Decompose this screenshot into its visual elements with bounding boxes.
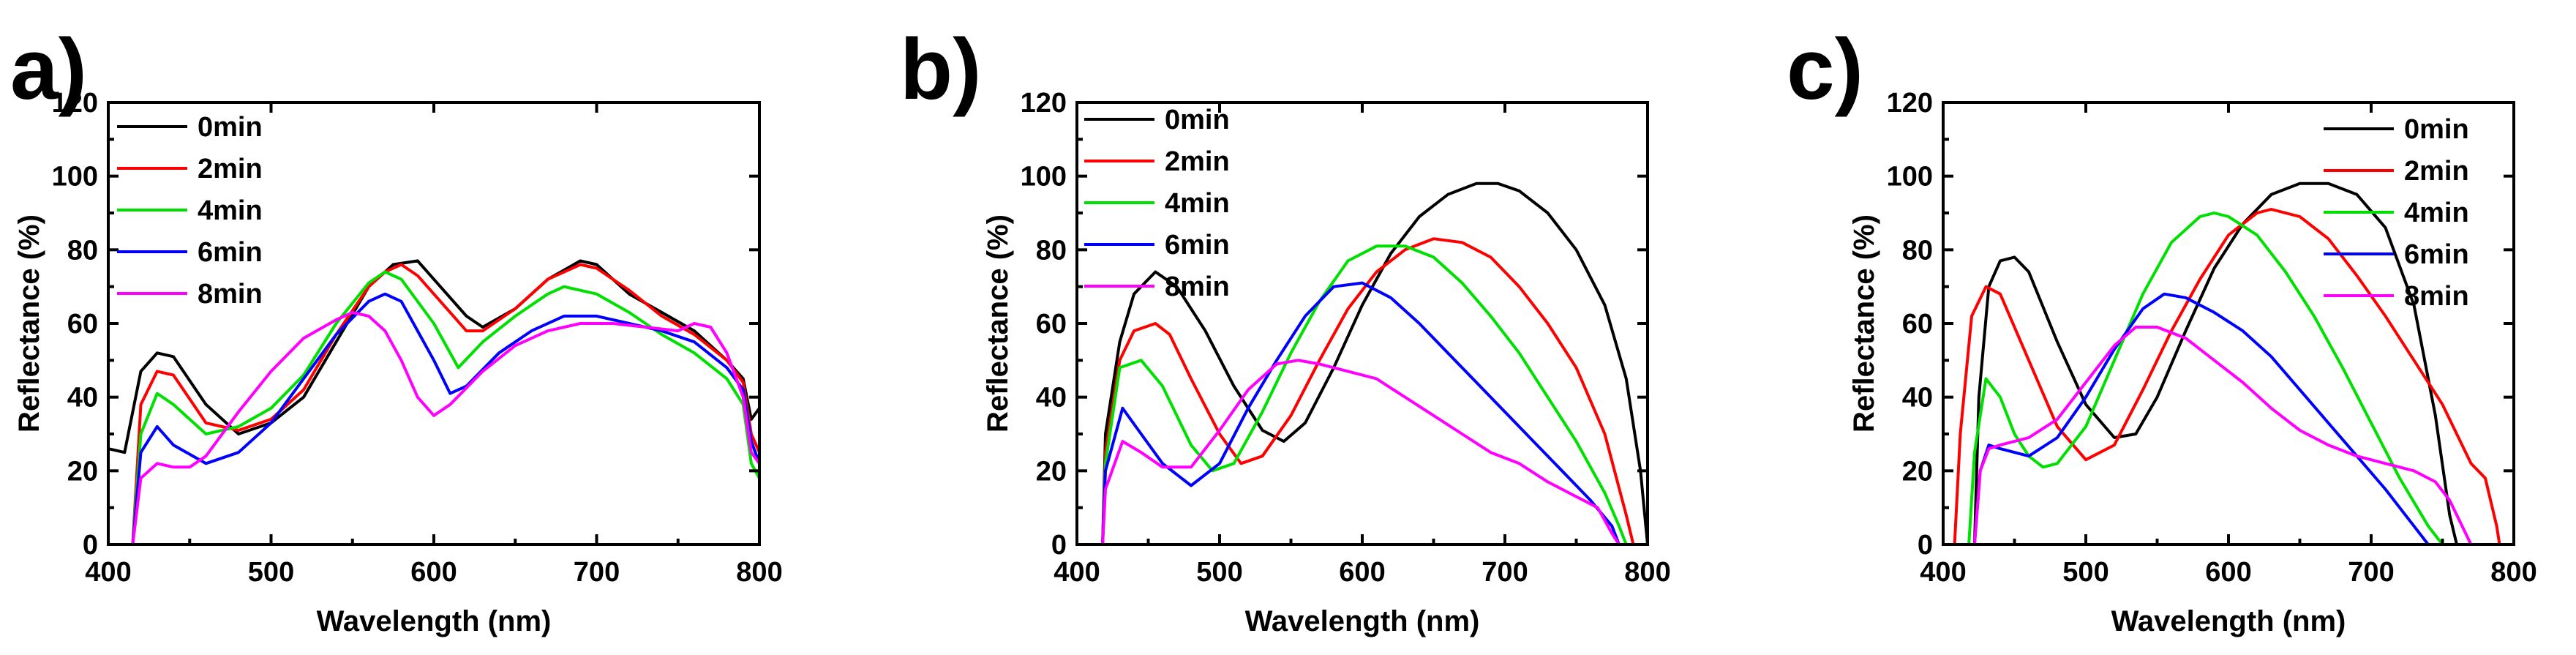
y-tick-label-80: 80 [67,235,98,266]
x-axis-title: Wavelength (nm) [1245,605,1480,637]
x-tick-label-800: 800 [1624,557,1670,588]
y-tick-label-80: 80 [1036,235,1067,266]
series-line-4min [131,270,759,544]
y-tick-label-20: 20 [1902,456,1933,487]
y-axis-title: Reflectance (%) [982,214,1014,433]
panel-label: c) [1787,21,1863,118]
y-tick-label-100: 100 [1021,162,1067,192]
x-tick-label-400: 400 [1920,557,1966,588]
panel-c: c) 400 500 600 700 800 0 20 40 60 80 100 120 Waveleng… [1787,21,2537,637]
legend-label-8min: 8min [2404,281,2469,312]
x-tick-label-400: 400 [85,557,131,588]
legend: 0min 2min 4min 6min 8min [117,112,263,310]
y-tick-label-60: 60 [1036,309,1067,340]
y-tick-label-0: 0 [1918,530,1933,561]
legend-label-6min: 6min [198,237,263,268]
legend-label-2min: 2min [2404,156,2469,187]
y-tick-label-120: 120 [1887,88,1933,119]
x-tick-label-500: 500 [1196,557,1242,588]
x-tick-label-700: 700 [2348,557,2394,588]
legend-label-0min: 0min [198,112,263,143]
y-tick-label-40: 40 [67,383,98,413]
y-tick-label-40: 40 [1036,383,1067,413]
y-tick-label-0: 0 [1051,530,1067,561]
series-group [1953,181,2501,544]
x-tick-label-700: 700 [1482,557,1528,588]
y-tick-label-60: 60 [1902,309,1933,340]
y-tick-label-100: 100 [52,162,98,192]
x-tick-label-600: 600 [410,557,457,588]
series-line-0min [108,259,759,454]
series-group [108,259,759,544]
legend-label-2min: 2min [1165,146,1230,177]
series-line-6min [1101,281,1621,544]
y-tick-label-20: 20 [67,456,98,487]
y-axis-title: Reflectance (%) [13,214,45,433]
x-tick-label-500: 500 [2062,557,2109,588]
series-line-2min [1101,237,1635,544]
x-tick-label-500: 500 [248,557,294,588]
series-line-0min [1972,181,2458,544]
x-tick-label-800: 800 [2490,557,2536,588]
series-line-6min [1972,292,2430,544]
series-line-4min [1967,212,2444,544]
legend-label-4min: 4min [198,195,263,226]
panel-a: a) 400 500 600 700 800 0 20 40 60 80 100 120 Waveleng… [10,21,783,637]
y-tick-label-0: 0 [83,530,98,561]
y-tick-label-120: 120 [1021,88,1067,119]
y-tick-label-120: 120 [52,88,98,119]
plot-frame [1075,101,1649,546]
series-line-6min [131,292,759,544]
panel-label: b) [900,21,981,118]
series-line-8min [1972,326,2473,544]
x-axis-title: Wavelength (nm) [2111,605,2346,637]
series-line-0min [1101,181,1648,544]
series-line-8min [1101,359,1621,544]
x-tick-label-600: 600 [1339,557,1385,588]
panel-label: a) [10,21,87,118]
series-group [1101,181,1648,544]
legend-label-0min: 0min [2404,114,2469,145]
legend: 0min 2min 4min 6min 8min [1084,105,1230,302]
legend-label-2min: 2min [198,154,263,184]
y-tick-label-60: 60 [67,309,98,340]
x-axis-title: Wavelength (nm) [317,605,552,637]
panel-b: b) 400 500 600 700 800 0 20 40 60 80 100 120 Waveleng… [900,21,1671,637]
x-tick-label-400: 400 [1054,557,1100,588]
y-tick-label-40: 40 [1902,383,1933,413]
series-line-4min [1101,244,1628,544]
series-line-2min [1953,208,2501,544]
legend-label-0min: 0min [1165,105,1230,135]
legend-label-6min: 6min [1165,230,1230,261]
y-tick-label-100: 100 [1887,162,1933,192]
legend-label-8min: 8min [1165,272,1230,302]
y-tick-label-20: 20 [1036,456,1067,487]
legend-label-4min: 4min [2404,198,2469,228]
series-line-8min [131,310,759,544]
legend-label-4min: 4min [1165,188,1230,219]
legend-label-6min: 6min [2404,239,2469,270]
legend: 0min 2min 4min 6min 8min [2324,114,2469,312]
x-tick-label-600: 600 [2205,557,2251,588]
legend-label-8min: 8min [198,279,263,310]
x-tick-label-700: 700 [574,557,620,588]
y-tick-label-80: 80 [1902,235,1933,266]
y-axis-title: Reflectance (%) [1848,214,1880,433]
x-tick-label-800: 800 [736,557,782,588]
